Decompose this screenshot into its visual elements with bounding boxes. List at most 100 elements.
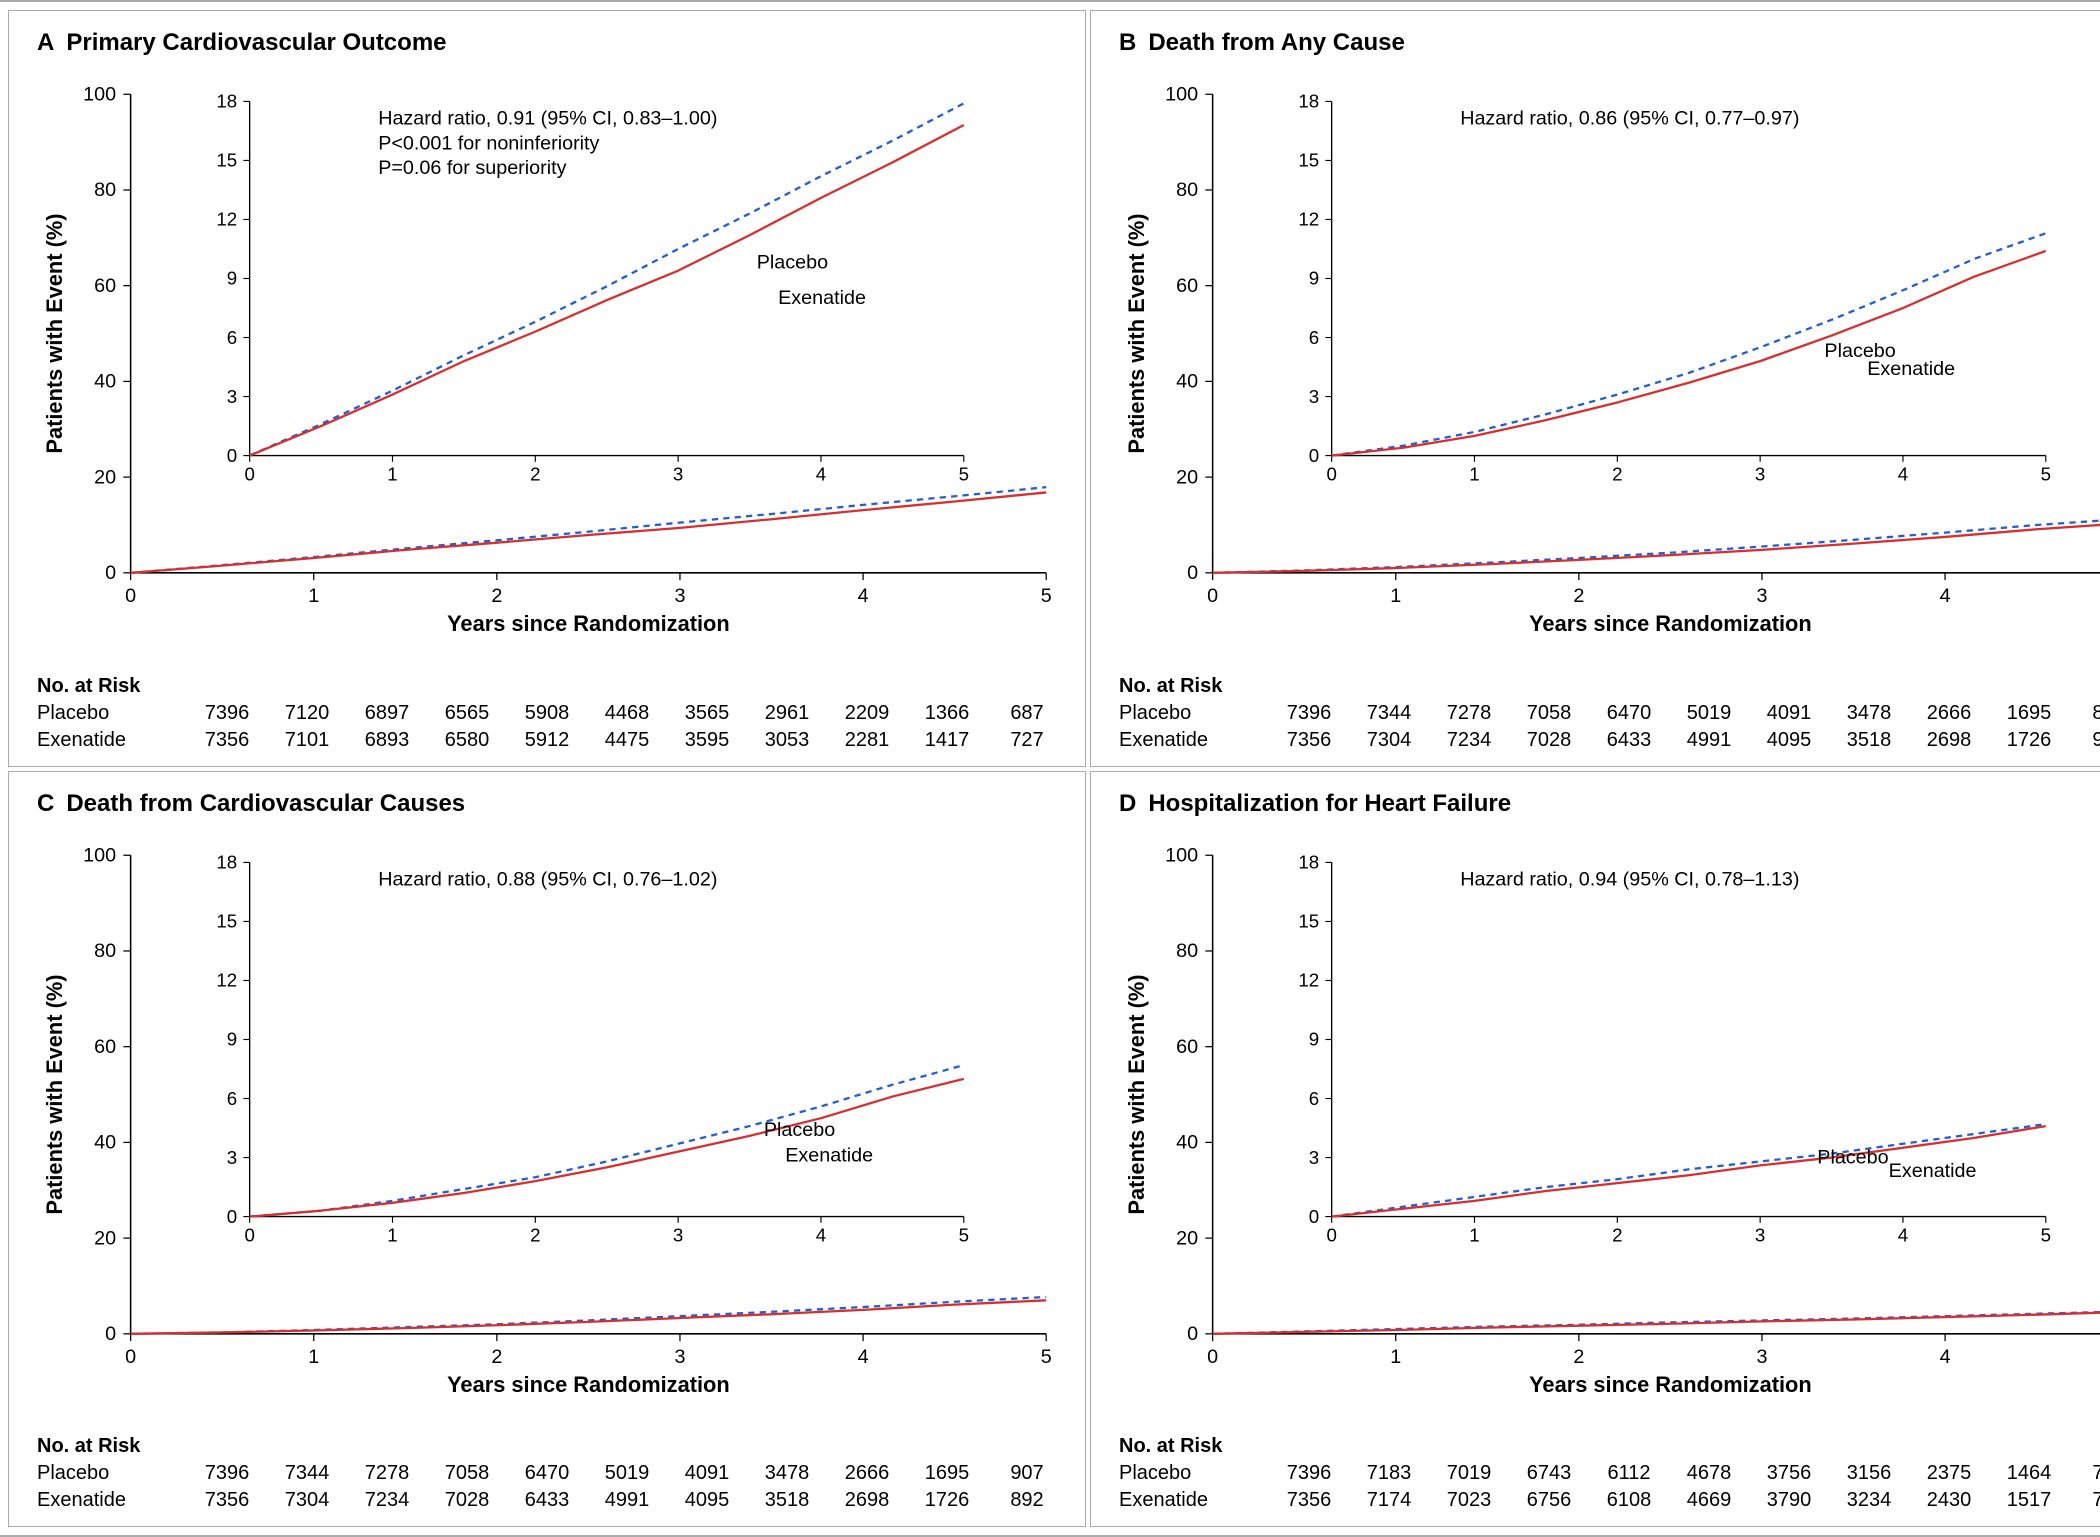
km-chart: 012345020406080100Years since Randomizat… [37,820,1067,1432]
risk-cell: 7356 [1269,727,1349,754]
svg-text:1: 1 [1390,585,1401,607]
svg-text:100: 100 [83,83,116,105]
svg-text:40: 40 [94,1131,116,1153]
risk-cell: 4091 [667,1460,747,1487]
risk-header: No. at Risk [37,675,1067,698]
risk-cell: 4095 [1749,727,1829,754]
svg-text:Hazard ratio, 0.91 (95% CI, 0.: Hazard ratio, 0.91 (95% CI, 0.83–1.00) [378,107,717,129]
risk-cell: 4669 [1669,1487,1749,1514]
svg-text:9: 9 [1309,268,1319,289]
svg-text:Hazard ratio, 0.94 (95% CI, 0.: Hazard ratio, 0.94 (95% CI, 0.78–1.13) [1460,868,1799,890]
svg-text:60: 60 [94,275,116,297]
svg-text:Patients with Event (%): Patients with Event (%) [42,974,67,1214]
svg-text:3: 3 [227,1146,237,1167]
svg-text:Placebo: Placebo [1817,1146,1888,1168]
svg-text:0: 0 [125,585,136,607]
svg-text:40: 40 [94,371,116,393]
svg-text:3: 3 [227,386,237,407]
svg-text:Years since Randomization: Years since Randomization [447,1372,730,1397]
risk-cell: 6433 [507,1487,587,1514]
risk-row-placebo: Placebo739673447278705864705019409134782… [1119,700,2100,727]
panel-letter: C [37,790,54,817]
risk-cell: 3478 [747,1460,827,1487]
svg-text:1: 1 [1390,1345,1401,1367]
panel-title: DHospitalization for Heart Failure [1119,790,2100,818]
risk-cell: 2698 [827,1487,907,1514]
risk-row-exenatide: Exenatide7356717470236756610846693790323… [1119,1487,2100,1514]
svg-text:0: 0 [1207,585,1218,607]
svg-text:Exenatide: Exenatide [1889,1160,1977,1182]
svg-text:5: 5 [1041,585,1052,607]
svg-text:100: 100 [83,844,116,866]
risk-cell: 1695 [907,1460,987,1487]
risk-cell: 7183 [1349,1460,1429,1487]
risk-row-placebo: Placebo739673447278705864705019409134782… [37,1460,1067,1487]
svg-text:Years since Randomization: Years since Randomization [1529,1372,1812,1397]
svg-text:2: 2 [1573,1345,1584,1367]
risk-cell: 2666 [1909,700,1989,727]
risk-cell: 5912 [507,727,587,754]
km-chart: 012345020406080100Years since Randomizat… [1119,820,2100,1432]
risk-cell: 6108 [1589,1487,1669,1514]
svg-text:3: 3 [1755,464,1765,485]
risk-cell: 687 [987,700,1067,727]
risk-cell: 907 [2069,727,2100,754]
svg-text:Patients with Event (%): Patients with Event (%) [1124,213,1149,453]
svg-text:80: 80 [94,940,116,962]
svg-text:20: 20 [1176,1227,1198,1249]
svg-text:0: 0 [1207,1345,1218,1367]
svg-text:Patients with Event (%): Patients with Event (%) [42,213,67,453]
risk-header: No. at Risk [1119,1435,2100,1458]
svg-text:3: 3 [1756,1345,1767,1367]
risk-cell: 7356 [187,1487,267,1514]
svg-text:3: 3 [673,1224,683,1245]
risk-cell: 7396 [187,1460,267,1487]
figure-container: APrimary Cardiovascular Outcome012345020… [0,0,2100,1537]
svg-text:20: 20 [94,466,116,488]
svg-text:1: 1 [308,1345,319,1367]
risk-row-exenatide: Exenatide7356730472347028643349914095351… [1119,727,2100,754]
svg-text:5: 5 [2041,1224,2051,1245]
svg-text:15: 15 [216,150,237,171]
risk-cell: 7028 [1509,727,1589,754]
svg-text:4: 4 [816,1224,826,1245]
svg-text:0: 0 [244,1224,254,1245]
svg-text:Patients with Event (%): Patients with Event (%) [1124,974,1149,1214]
risk-cell: 7278 [1429,700,1509,727]
risk-cell: 7028 [427,1487,507,1514]
svg-text:0: 0 [1187,562,1198,584]
risk-cell: 7058 [1509,700,1589,727]
svg-text:15: 15 [216,910,237,931]
risk-cell: 4091 [1749,700,1829,727]
svg-text:4: 4 [858,1345,869,1367]
risk-cell: 5019 [1669,700,1749,727]
svg-text:40: 40 [1176,371,1198,393]
svg-text:15: 15 [1298,150,1319,171]
svg-text:9: 9 [1309,1028,1319,1049]
risk-row-label: Exenatide [37,1487,187,1514]
svg-text:80: 80 [1176,940,1198,962]
svg-text:12: 12 [1298,969,1319,990]
svg-text:15: 15 [1298,910,1319,931]
svg-text:20: 20 [94,1227,116,1249]
panel-subtitle: Primary Cardiovascular Outcome [66,29,446,56]
svg-text:60: 60 [1176,1035,1198,1057]
risk-cell: 7396 [1269,700,1349,727]
svg-text:3: 3 [1309,386,1319,407]
svg-text:P<0.001 for noninferiority: P<0.001 for noninferiority [378,132,599,154]
risk-row-placebo: Placebo739671837019674361124678375631562… [1119,1460,2100,1487]
svg-text:1: 1 [387,464,397,485]
svg-text:0: 0 [105,1323,116,1345]
svg-text:2: 2 [530,464,540,485]
risk-cell: 1366 [907,700,987,727]
km-chart: 012345020406080100Years since Randomizat… [37,59,1067,671]
svg-text:Placebo: Placebo [757,252,828,274]
svg-text:12: 12 [216,969,237,990]
chart-area: 012345020406080100Years since Randomizat… [1119,59,2100,671]
panel-grid: APrimary Cardiovascular Outcome012345020… [8,10,2092,1527]
risk-cell: 2698 [1909,727,1989,754]
risk-cell: 6112 [1589,1460,1669,1487]
risk-cell: 7120 [267,700,347,727]
risk-cell: 2430 [1909,1487,1989,1514]
risk-cell: 735 [2069,1460,2100,1487]
